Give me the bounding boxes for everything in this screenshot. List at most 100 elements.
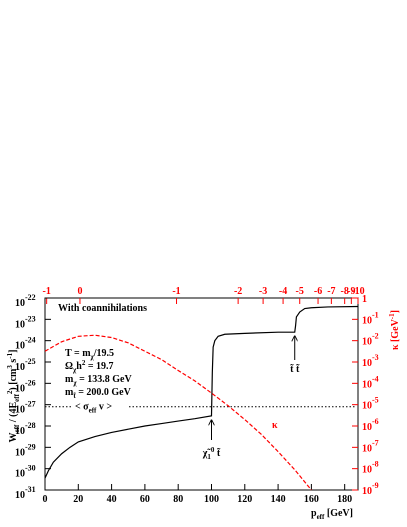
x-tick-label: 80 xyxy=(173,494,183,505)
tick-base: 10 xyxy=(15,362,25,373)
arrow-label: χ̃10 t̃ xyxy=(202,446,221,461)
y2-tick-label: 1 xyxy=(362,294,367,305)
y-tick-label: 10-24 xyxy=(15,336,36,352)
text-part: eff xyxy=(317,513,325,521)
y2-tick-label: 10-2 xyxy=(362,332,379,348)
text-part: m xyxy=(65,387,74,398)
tick-base: 10 xyxy=(15,383,25,394)
tick-exp: -22 xyxy=(25,293,36,302)
tick-base: 10 xyxy=(362,315,372,326)
y-axis-title: Weff / (4Eeff2) [cm3 s-1] xyxy=(6,350,21,443)
text-part: κ [GeV xyxy=(390,318,401,350)
top-tick-label: -4 xyxy=(279,286,287,297)
text-part: eff xyxy=(13,393,21,401)
tick-exp: -7 xyxy=(372,438,379,447)
tick-base: 10 xyxy=(15,426,25,437)
tick-exp: -9 xyxy=(372,481,379,490)
tick-base: 10 xyxy=(15,298,25,309)
text-part: ] xyxy=(390,310,401,313)
y-tick-label: 10-28 xyxy=(15,421,36,437)
tick-exp: -27 xyxy=(25,400,36,409)
text-part: s xyxy=(8,359,19,366)
tick-exp: -26 xyxy=(25,378,36,387)
tick-base: 10 xyxy=(362,422,372,433)
top-tick-label: -6 xyxy=(314,286,322,297)
text-part: eff xyxy=(13,424,21,432)
y2-tick-label: 10-4 xyxy=(362,374,379,390)
text-part: t̃ xyxy=(214,447,221,459)
tick-base: 10 xyxy=(362,465,372,476)
text-part: 0 xyxy=(211,446,215,454)
annotation: mt̃ = 200.0 GeV xyxy=(65,387,132,400)
text-part: t̃ xyxy=(73,392,76,400)
y2-tick-label: 10-9 xyxy=(362,481,379,497)
y-tick-label: 10-23 xyxy=(15,314,36,330)
tick-exp: -28 xyxy=(25,421,36,430)
y-tick-label: 10-27 xyxy=(15,400,36,416)
kappa-label: κ xyxy=(272,420,278,431)
annotation: T = mχ/19.5 xyxy=(65,348,114,361)
text-part: ) [cm xyxy=(8,368,19,391)
tick-base: 10 xyxy=(15,341,25,352)
y-tick-label: 10-25 xyxy=(15,357,36,373)
y-tick-label: 10-26 xyxy=(15,378,36,394)
tick-exp: -6 xyxy=(372,417,379,426)
tick-exp: -30 xyxy=(25,464,36,473)
x-tick-label: 140 xyxy=(271,494,286,505)
text-part: -1 xyxy=(388,313,396,319)
top-tick-label: -1 xyxy=(172,286,180,297)
x-tick-label: 120 xyxy=(237,494,252,505)
data-line xyxy=(44,305,359,479)
text-part: Ω xyxy=(65,361,73,372)
tick-base: 10 xyxy=(362,358,372,369)
text-part: v > xyxy=(96,402,112,413)
tick-exp: -24 xyxy=(25,336,36,345)
arrow-label: t̃ t̃ xyxy=(290,363,300,375)
tick-base: 10 xyxy=(15,490,25,501)
tick-base: 10 xyxy=(15,319,25,330)
top-tick-label: -7 xyxy=(327,286,335,297)
text-part: = 19.7 xyxy=(85,361,113,372)
y2-tick-label: 10-5 xyxy=(362,396,379,412)
text-part: χ xyxy=(90,353,95,361)
text-part: 2 xyxy=(82,359,86,367)
x-axis-title: peff [GeV] xyxy=(311,508,353,521)
top-tick-label: 0 xyxy=(77,286,82,297)
tick-exp: -1 xyxy=(372,310,379,319)
tick-exp: -29 xyxy=(25,442,36,451)
text-part: < σ xyxy=(75,402,89,413)
text-part: p xyxy=(311,508,317,519)
text-part: χ xyxy=(72,366,77,374)
top-tick-label: -3 xyxy=(259,286,267,297)
top-tick-label: -9 xyxy=(347,286,355,297)
tick-base: 10 xyxy=(15,447,25,458)
text-part: χ̃ xyxy=(202,448,212,459)
top-tick-label: -2 xyxy=(234,286,242,297)
y2-tick-label: 10-8 xyxy=(362,460,379,476)
text-part: T = m xyxy=(65,348,91,359)
text-part: m xyxy=(65,374,74,385)
text-part: χ xyxy=(72,379,77,387)
tick-exp: -3 xyxy=(372,353,379,362)
tick-exp: -25 xyxy=(25,357,36,366)
text-part: W xyxy=(8,432,19,442)
annotation: mχ = 133.8 GeV xyxy=(65,374,132,387)
y2-tick-label: 10-1 xyxy=(362,310,379,326)
text-part: 2 xyxy=(6,390,14,394)
y-tick-label: 10-29 xyxy=(15,442,36,458)
tick-exp: -2 xyxy=(372,332,379,341)
tick-base: 10 xyxy=(362,486,372,497)
text-part: t̃ t̃ xyxy=(290,363,300,375)
y2-axis-title: κ [GeV-1] xyxy=(388,310,401,350)
text-part: h xyxy=(76,361,82,372)
tick-base: 10 xyxy=(15,405,25,416)
annotation: With coannihilations xyxy=(58,303,147,314)
y2-tick-label: 10-6 xyxy=(362,417,379,433)
y-tick-label: 10-22 xyxy=(15,293,36,309)
tick-base: 10 xyxy=(362,443,372,454)
text-part: / (4E xyxy=(8,402,19,425)
text-part: = 133.8 GeV xyxy=(77,374,133,385)
y-tick-label: 10-30 xyxy=(15,464,36,480)
reference-label: < σeff v > xyxy=(75,402,112,415)
label-bg xyxy=(71,400,128,413)
